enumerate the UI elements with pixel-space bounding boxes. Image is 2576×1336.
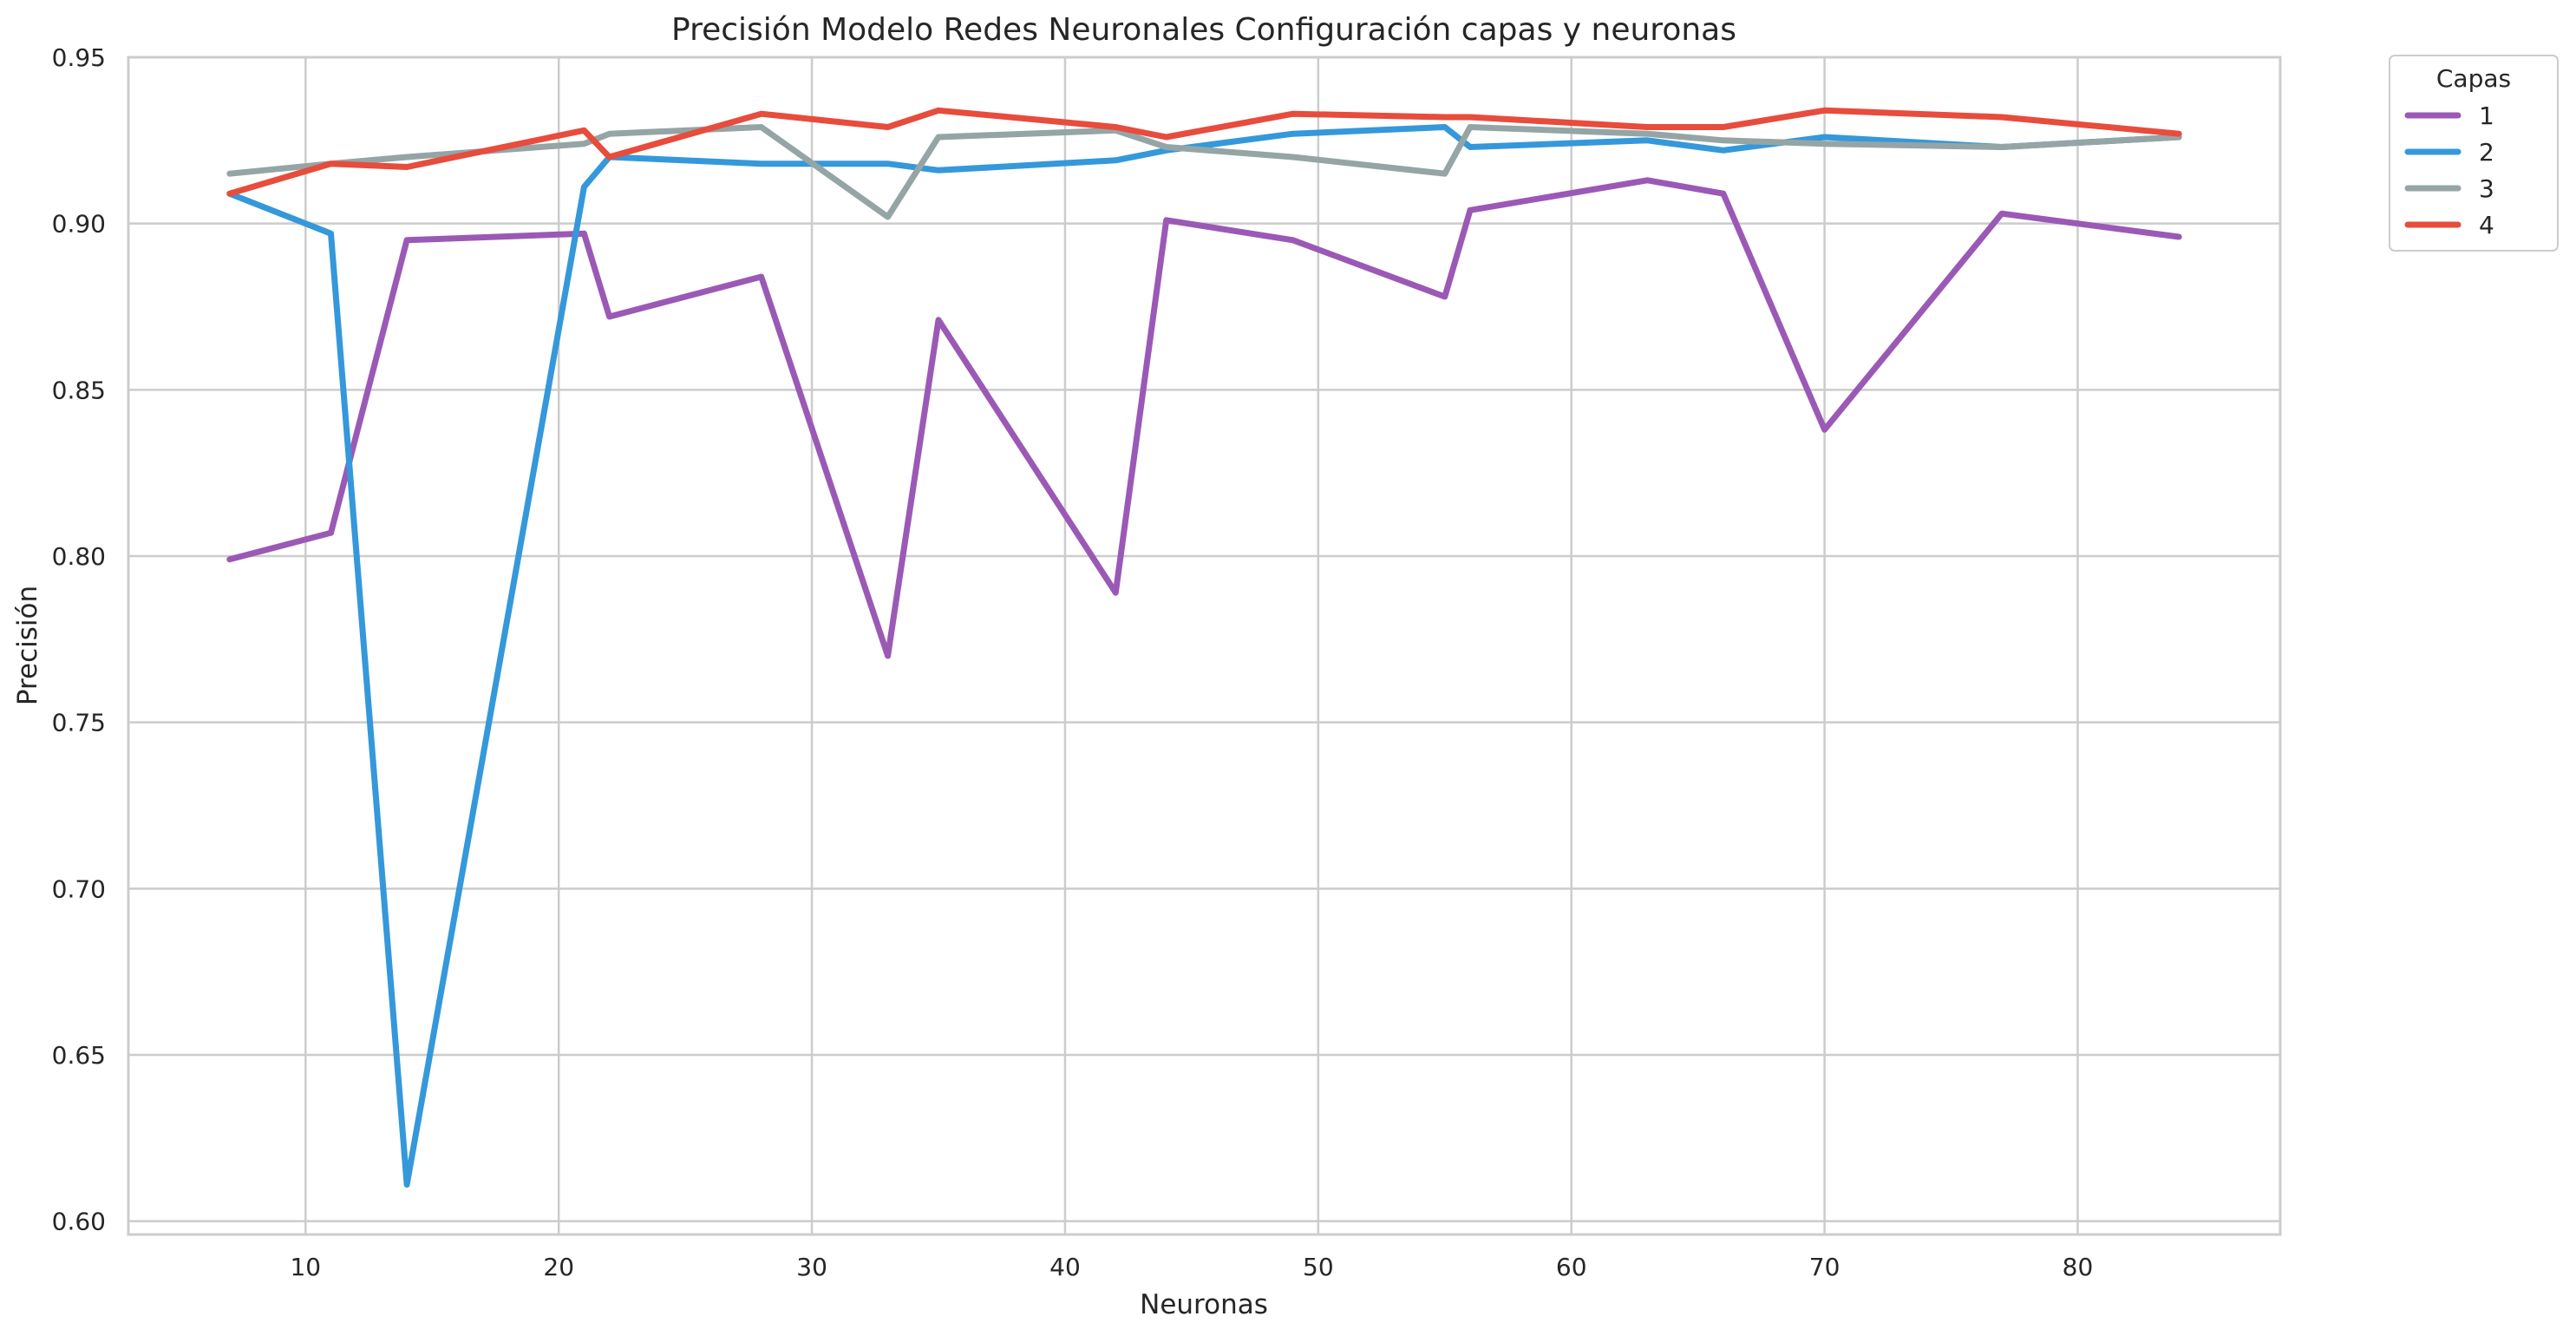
y-axis-label: Precisión: [12, 586, 43, 705]
y-axis-ticks: 0.60 0.65 0.70 0.75 0.80 0.85 0.90 0.95: [52, 43, 106, 1236]
y-tick-label: 0.75: [52, 709, 106, 737]
x-tick-label: 30: [796, 1253, 827, 1281]
legend-title: Capas: [2436, 64, 2511, 93]
y-tick-label: 0.60: [52, 1208, 106, 1236]
x-tick-label: 50: [1303, 1253, 1334, 1281]
x-tick-label: 60: [1556, 1253, 1587, 1281]
legend-label-2: 2: [2479, 138, 2494, 167]
x-tick-label: 20: [543, 1253, 574, 1281]
x-axis-label: Neuronas: [1140, 1289, 1268, 1320]
y-tick-label: 0.65: [52, 1041, 106, 1070]
legend-label-4: 4: [2479, 211, 2494, 239]
y-tick-label: 0.90: [52, 210, 106, 239]
plot-area-frame: [127, 56, 2282, 1236]
chart-title: Precisión Modelo Redes Neuronales Config…: [671, 12, 1736, 48]
series-lines: [226, 107, 2182, 1188]
series-line-3: [226, 124, 2182, 220]
y-tick-label: 0.80: [52, 542, 106, 571]
y-tick-label: 0.85: [52, 376, 106, 404]
y-tick-label: 0.95: [52, 43, 106, 72]
x-tick-label: 40: [1049, 1253, 1081, 1281]
series-line-1: [226, 177, 2182, 659]
series-line-4: [226, 107, 2182, 197]
x-tick-label: 80: [2063, 1253, 2094, 1281]
legend-box: [2389, 55, 2559, 252]
y-tick-label: 0.70: [52, 874, 106, 903]
x-tick-label: 10: [290, 1253, 321, 1281]
series-line-2: [226, 124, 2182, 1188]
x-axis-ticks: 10 20 30 40 50 60 70 80: [290, 1253, 2093, 1281]
legend-label-3: 3: [2479, 174, 2494, 203]
legend: Capas 1 2 3 4: [2389, 55, 2559, 252]
legend-label-1: 1: [2479, 102, 2494, 130]
grid-lines: [128, 56, 2280, 1234]
x-tick-label: 70: [1809, 1253, 1840, 1281]
